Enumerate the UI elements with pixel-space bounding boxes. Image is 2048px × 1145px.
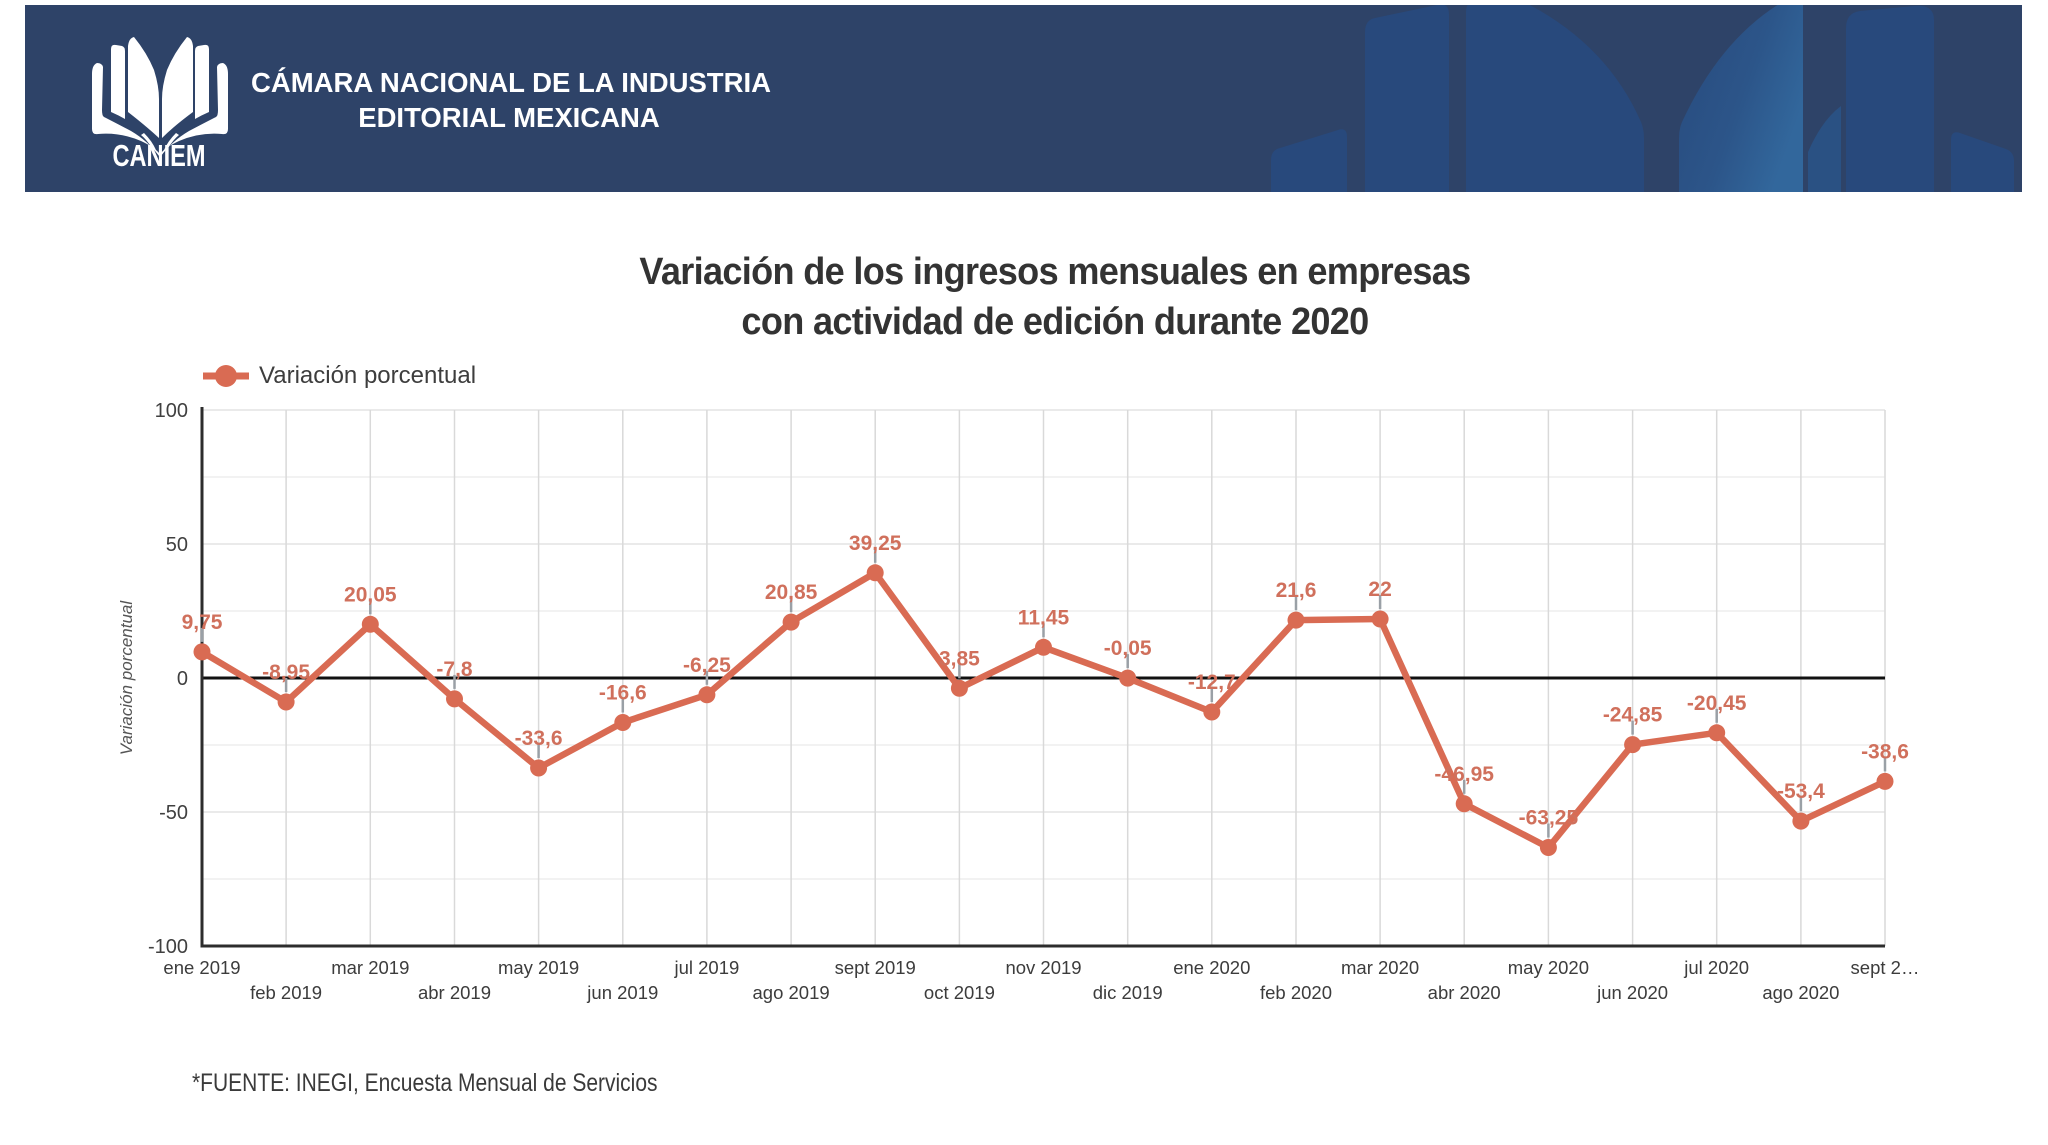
svg-text:11,45: 11,45 [1018, 606, 1070, 629]
svg-text:may 2020: may 2020 [1508, 957, 1589, 978]
svg-text:Variación porcentual: Variación porcentual [117, 600, 136, 756]
svg-text:39,25: 39,25 [849, 532, 902, 555]
svg-text:may 2019: may 2019 [498, 957, 579, 978]
svg-text:-53,4: -53,4 [1777, 780, 1825, 803]
svg-text:ene 2019: ene 2019 [163, 957, 240, 978]
svg-text:-100: -100 [148, 936, 188, 958]
svg-text:jun 2020: jun 2020 [1596, 982, 1668, 1003]
svg-text:jul 2019: jul 2019 [673, 957, 739, 978]
svg-text:feb 2020: feb 2020 [1260, 982, 1332, 1003]
svg-text:-63,25: -63,25 [1519, 807, 1579, 830]
svg-text:EDITORIAL MEXICANA: EDITORIAL MEXICANA [358, 102, 660, 133]
svg-text:9,75: 9,75 [182, 611, 223, 634]
svg-text:ago 2020: ago 2020 [1762, 982, 1839, 1003]
svg-text:20,85: 20,85 [765, 581, 818, 604]
svg-text:21,6: 21,6 [1276, 579, 1317, 602]
svg-text:-33,6: -33,6 [515, 727, 563, 750]
svg-text:dic 2019: dic 2019 [1093, 982, 1163, 1003]
svg-text:CÁMARA NACIONAL DE LA INDUSTRI: CÁMARA NACIONAL DE LA INDUSTRIA [251, 67, 771, 98]
svg-text:Variación porcentual: Variación porcentual [259, 362, 476, 389]
svg-text:jul 2020: jul 2020 [1683, 957, 1749, 978]
svg-text:mar 2020: mar 2020 [1341, 957, 1419, 978]
svg-text:-46,95: -46,95 [1434, 763, 1494, 786]
svg-text:oct 2019: oct 2019 [924, 982, 995, 1003]
svg-text:-24,85: -24,85 [1603, 704, 1663, 727]
svg-text:sept 2019: sept 2019 [835, 957, 916, 978]
svg-text:*FUENTE: INEGI, Encuesta Mensu: *FUENTE: INEGI, Encuesta Mensual de Serv… [192, 1068, 658, 1096]
svg-text:-20,45: -20,45 [1687, 692, 1747, 715]
svg-text:abr 2019: abr 2019 [418, 982, 491, 1003]
svg-text:ene 2020: ene 2020 [1173, 957, 1250, 978]
svg-text:-8,95: -8,95 [262, 661, 310, 684]
svg-text:CANIEM: CANIEM [113, 138, 206, 173]
svg-text:20,05: 20,05 [344, 583, 397, 606]
svg-text:con actividad de edición duran: con actividad de edición durante 2020 [741, 299, 1368, 342]
svg-text:-50: -50 [159, 802, 188, 824]
svg-text:mar 2019: mar 2019 [331, 957, 409, 978]
svg-text:abr 2020: abr 2020 [1428, 982, 1501, 1003]
svg-text:0: 0 [177, 668, 188, 690]
svg-text:-12,7: -12,7 [1188, 671, 1236, 694]
svg-text:jun 2019: jun 2019 [586, 982, 658, 1003]
svg-text:feb 2019: feb 2019 [250, 982, 322, 1003]
svg-text:22: 22 [1368, 578, 1391, 601]
svg-text:nov 2019: nov 2019 [1005, 957, 1081, 978]
svg-text:ago 2019: ago 2019 [753, 982, 830, 1003]
svg-text:-7,8: -7,8 [436, 658, 473, 681]
svg-text:-16,6: -16,6 [599, 682, 647, 705]
svg-text:100: 100 [155, 400, 188, 422]
svg-text:sept 2…: sept 2… [1851, 957, 1920, 978]
svg-text:Variación de los ingresos mens: Variación de los ingresos mensuales en e… [639, 249, 1470, 292]
svg-text:-38,6: -38,6 [1861, 740, 1909, 763]
svg-text:-0,05: -0,05 [1104, 637, 1152, 660]
svg-text:3,85: 3,85 [939, 647, 980, 670]
svg-text:-6,25: -6,25 [683, 654, 731, 677]
svg-text:50: 50 [166, 534, 188, 556]
